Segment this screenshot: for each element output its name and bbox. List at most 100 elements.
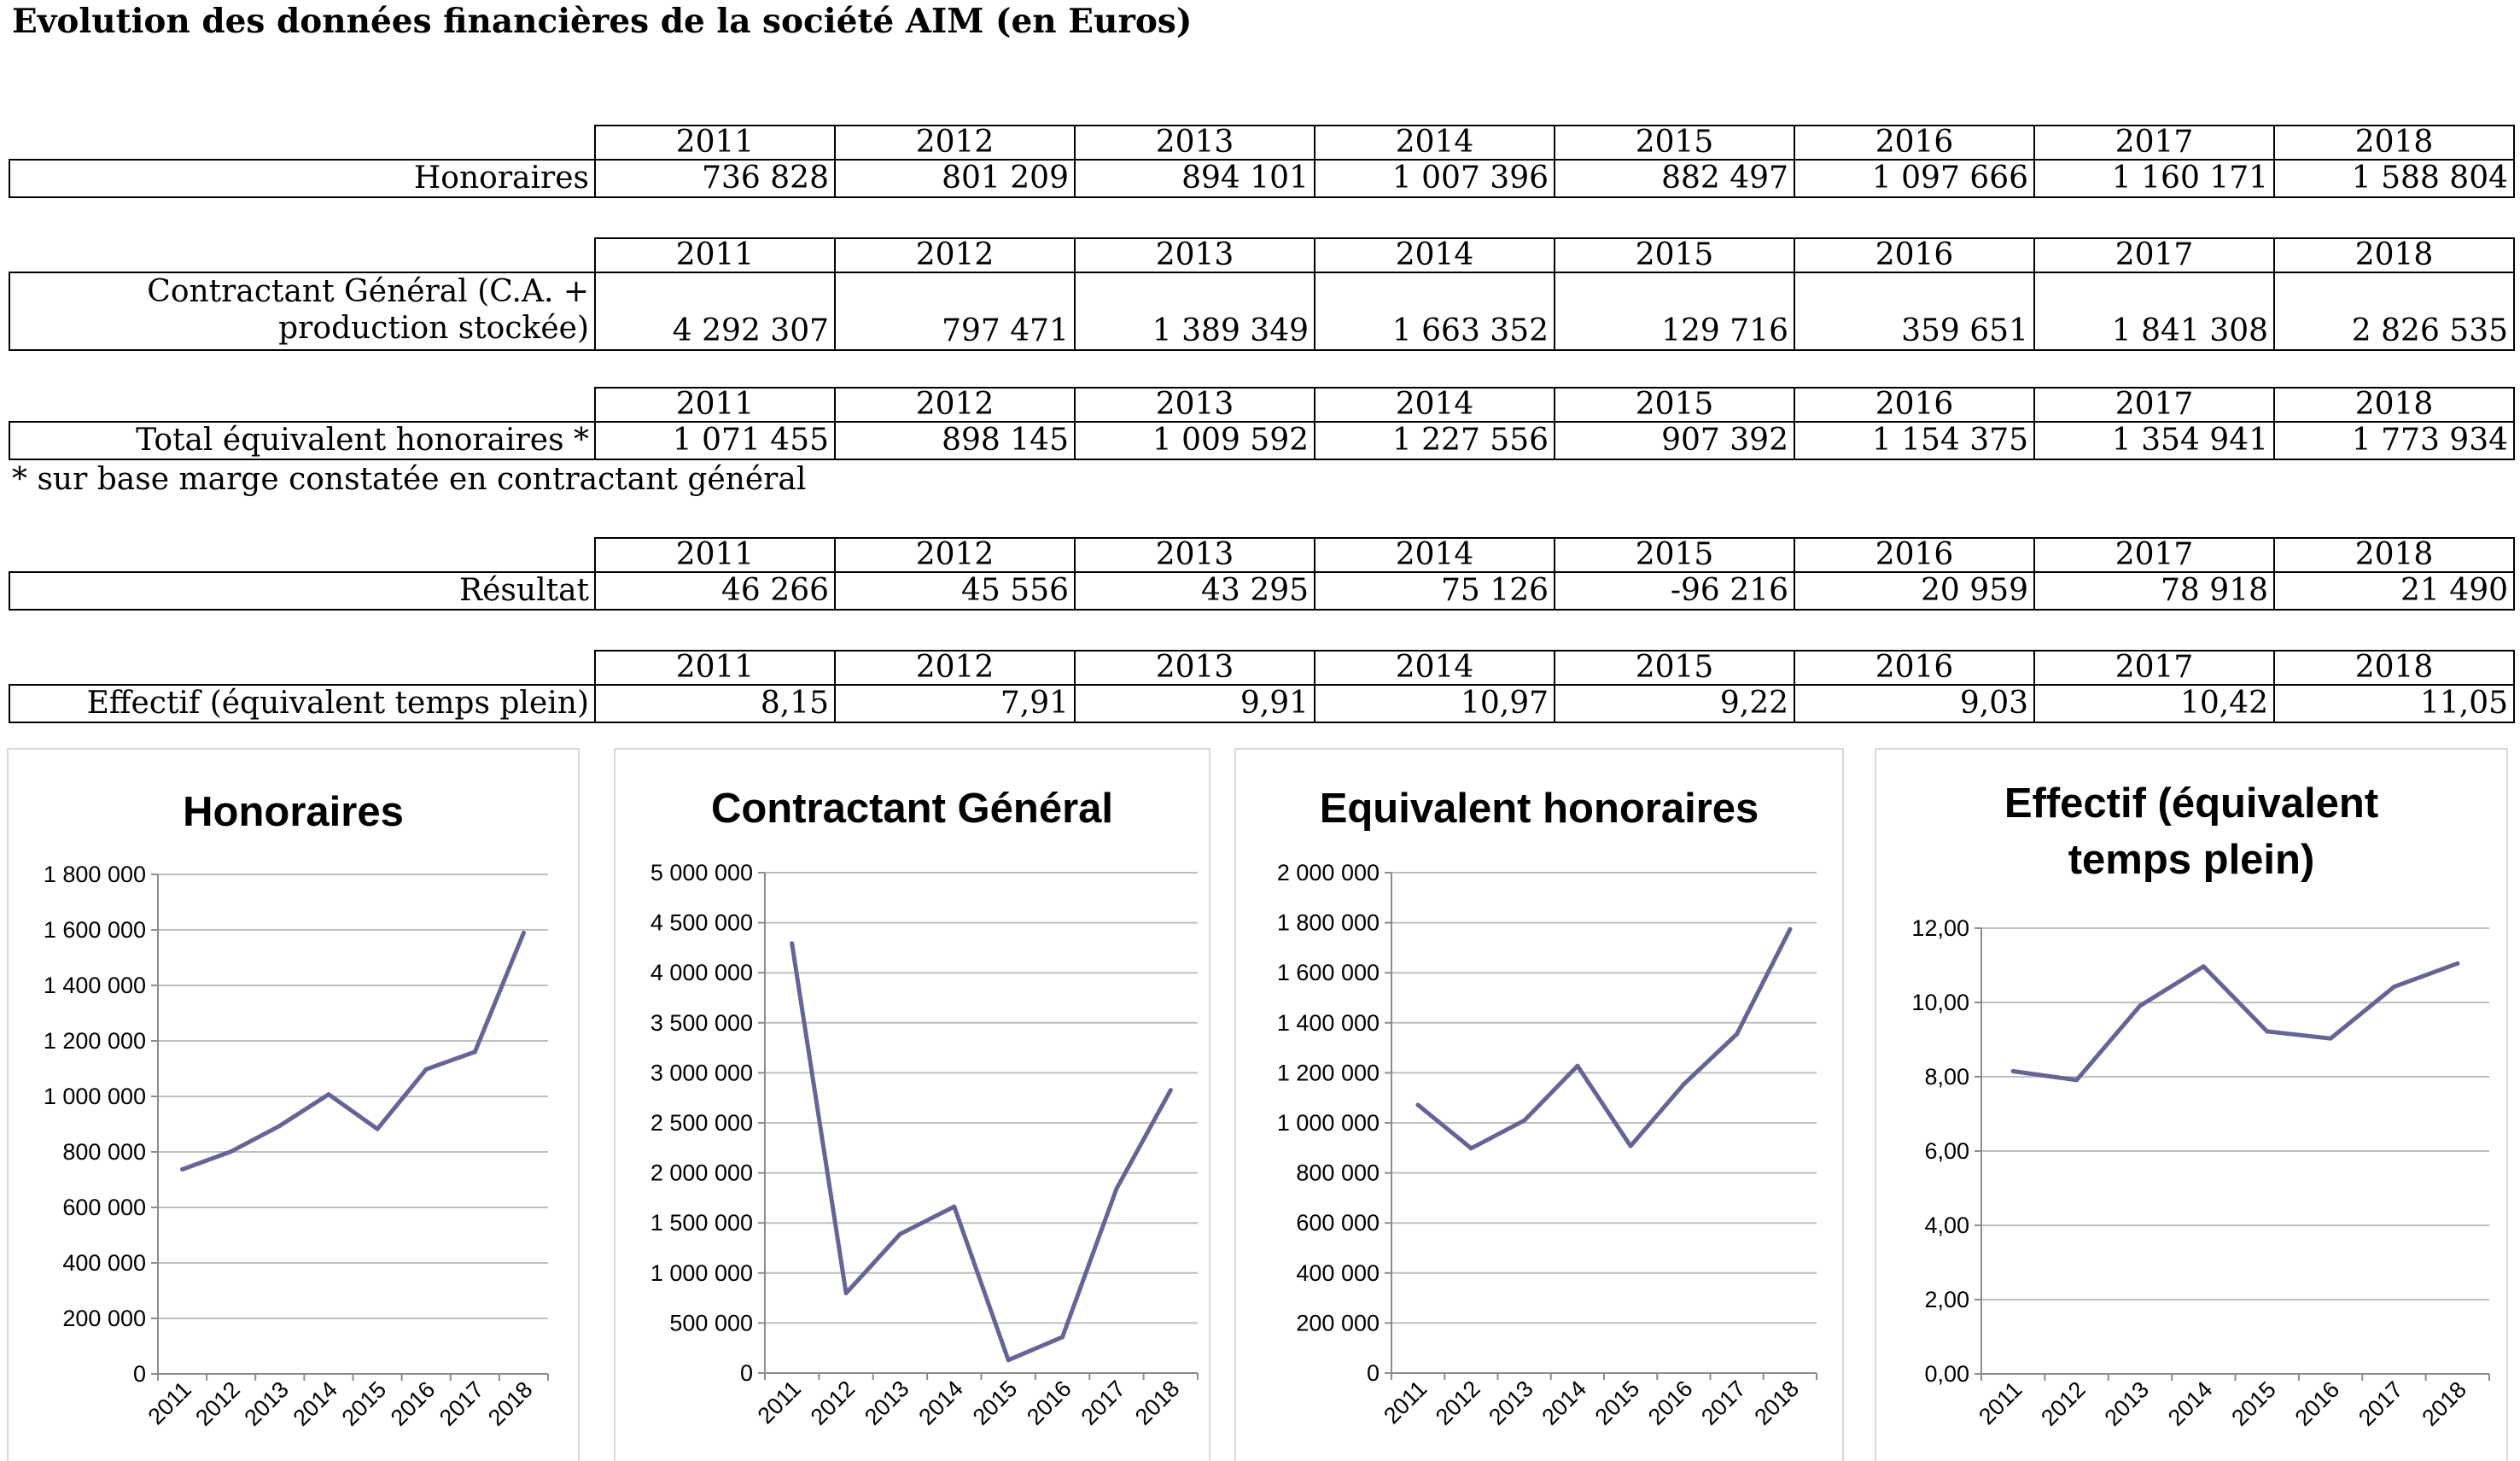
y-tick-label: 12,00: [1911, 915, 1969, 941]
year-header: 2018: [2273, 237, 2515, 273]
value-cell: 1 354 941: [2033, 421, 2275, 460]
value-cell: 1 007 396: [1314, 159, 1555, 198]
data-point: [375, 1126, 380, 1131]
year-header: 2018: [2273, 387, 2515, 423]
y-tick-label: 400 000: [62, 1250, 146, 1276]
y-tick-label: 1 000 000: [650, 1260, 753, 1286]
x-tick-label: 2013: [2099, 1376, 2154, 1431]
x-tick-label: 2013: [860, 1376, 914, 1430]
value-cell: 898 145: [834, 421, 1076, 460]
x-tick-label: 2011: [143, 1376, 196, 1429]
data-point: [1415, 1102, 1420, 1107]
year-header: 2012: [834, 537, 1076, 573]
x-tick-label: 2018: [2417, 1376, 2471, 1431]
y-tick-label: 1 000 000: [1277, 1110, 1380, 1136]
y-tick-label: 8,00: [1924, 1064, 1969, 1090]
data-point: [1006, 1358, 1011, 1363]
data-point: [1681, 1082, 1686, 1087]
year-header: 2013: [1074, 237, 1315, 273]
data-point: [1468, 1146, 1473, 1151]
y-tick-label: 2 000 000: [1277, 860, 1380, 885]
y-tick-label: 2 500 000: [650, 1110, 753, 1136]
row-label-total-equivalent: Total équivalent honoraires *: [9, 421, 596, 460]
y-tick-label: 3 500 000: [650, 1010, 753, 1036]
x-tick-label: 2014: [288, 1376, 342, 1431]
value-cell: 1 588 804: [2273, 159, 2515, 198]
chart-title: Effectif (équivalent temps plein): [1876, 775, 2506, 888]
y-tick-label: 3 000 000: [650, 1060, 753, 1085]
honoraires-table: 2011 2012 2013 2014 2015 2016 2017 2018 …: [9, 125, 2515, 198]
value-cell: 801 209: [834, 159, 1076, 198]
value-cell: 8,15: [594, 684, 836, 723]
value-cell: 894 101: [1074, 159, 1315, 198]
year-header: 2013: [1074, 125, 1315, 161]
year-header: 2012: [834, 237, 1076, 273]
year-header: 2013: [1074, 387, 1315, 423]
x-tick-label: 2012: [2036, 1376, 2091, 1431]
year-header: 2015: [1554, 537, 1795, 573]
value-cell: 21 490: [2273, 571, 2515, 611]
value-cell: 1 071 455: [594, 421, 836, 460]
year-header: 2017: [2033, 537, 2275, 573]
year-header: 2014: [1314, 650, 1555, 686]
value-cell: 75 126: [1314, 571, 1555, 611]
x-tick-label: 2011: [1379, 1376, 1432, 1429]
year-header: 2015: [1554, 125, 1795, 161]
chart-title: Contractant Général: [710, 786, 1114, 832]
blank-cell: [9, 238, 595, 272]
year-header: 2017: [2033, 237, 2275, 273]
x-tick-label: 2012: [190, 1376, 245, 1431]
blank-cell: [9, 126, 595, 160]
data-line: [180, 931, 526, 1172]
year-header: 2016: [1794, 650, 2035, 686]
value-cell: 359 651: [1794, 272, 2035, 351]
data-line: [1415, 926, 1793, 1151]
year-header: 2015: [1554, 237, 1795, 273]
data-point: [790, 941, 795, 946]
row-label-honoraires: Honoraires: [9, 159, 596, 198]
y-tick-label: 1 800 000: [44, 862, 146, 887]
label-line: production stockée): [278, 311, 589, 346]
y-tick-label: 800 000: [1296, 1160, 1380, 1186]
year-header: 2018: [2273, 537, 2515, 573]
y-tick-label: 2 000 000: [650, 1160, 753, 1186]
year-header: 2014: [1314, 237, 1555, 273]
x-tick-label: 2013: [239, 1376, 294, 1431]
year-header: 2015: [1554, 650, 1795, 686]
x-tick-label: 2015: [1590, 1376, 1645, 1430]
data-point: [2391, 985, 2396, 990]
x-tick-label: 2018: [1130, 1376, 1185, 1430]
value-cell: 1 663 352: [1314, 272, 1555, 351]
y-tick-label: 800 000: [62, 1139, 146, 1165]
y-tick-label: 600 000: [62, 1195, 146, 1220]
year-header: 2013: [1074, 537, 1315, 573]
row-label-resultat: Résultat: [9, 571, 596, 611]
value-cell: 1 160 171: [2033, 159, 2275, 198]
year-header: 2016: [1794, 237, 2035, 273]
data-point: [1575, 1063, 1580, 1068]
y-tick-label: 4,00: [1924, 1213, 1969, 1238]
x-tick-label: 2015: [2226, 1376, 2281, 1431]
value-cell: 907 392: [1554, 421, 1795, 460]
effectif-table: 2011 2012 2013 2014 2015 2016 2017 2018 …: [9, 650, 2515, 723]
year-header: 2014: [1314, 387, 1555, 423]
x-tick-label: 2018: [483, 1376, 538, 1431]
y-tick-label: 200 000: [1296, 1310, 1380, 1335]
year-header: 2014: [1314, 537, 1555, 573]
data-point: [229, 1149, 234, 1154]
data-line: [2010, 961, 2460, 1083]
x-tick-label: 2016: [1643, 1376, 1698, 1430]
y-tick-label: 500 000: [669, 1310, 753, 1335]
year-header: 2011: [594, 125, 836, 161]
y-tick-label: 1 800 000: [1277, 910, 1380, 936]
y-tick-label: 2,00: [1924, 1287, 1969, 1312]
y-tick-label: 1 400 000: [1277, 1010, 1380, 1036]
value-cell: 1 009 592: [1074, 421, 1315, 460]
data-point: [521, 931, 526, 936]
year-header: 2018: [2273, 125, 2515, 161]
x-tick-label: 2016: [386, 1376, 440, 1431]
data-point: [2010, 1068, 2015, 1073]
y-tick-label: 0: [740, 1360, 753, 1386]
value-cell: 9,22: [1554, 684, 1795, 723]
honoraires-chart-plot: 0 200 000 400 000 600 000 800 000 1 000 000 1 …: [44, 862, 549, 1431]
